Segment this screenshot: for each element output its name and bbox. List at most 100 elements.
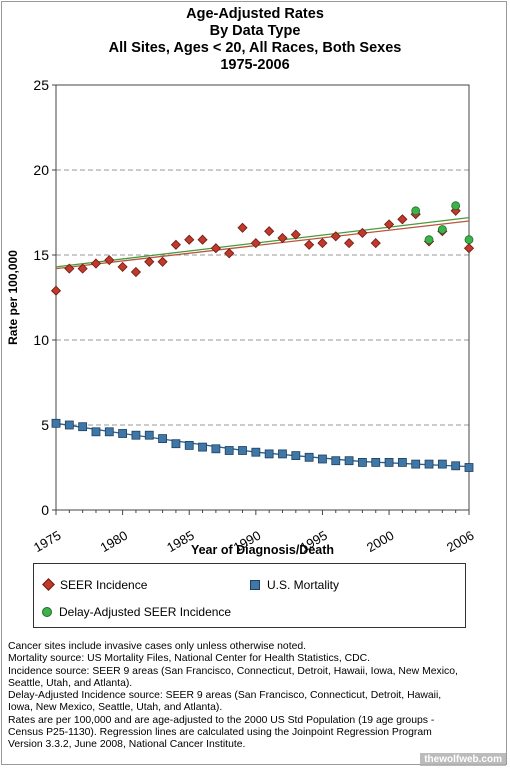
title-line-4: 1975-2006 [220, 57, 290, 73]
note-line: Mortality source: US Mortality Files, Na… [8, 653, 371, 665]
seer-point [170, 239, 181, 250]
mortality-point [144, 430, 154, 440]
note-line: Incidence source: SEER 9 areas (San Fran… [8, 665, 458, 677]
x-tick-label: 1980 [98, 528, 131, 555]
mortality-point [331, 456, 341, 466]
mortality-point [78, 422, 88, 432]
y-tick-label: 20 [33, 162, 49, 178]
mortality-point [238, 446, 247, 455]
y-tick-label: 0 [41, 502, 49, 518]
seer-point [397, 214, 408, 225]
mortality-point [171, 439, 181, 449]
legend-label-delay: Delay-Adjusted SEER Incidence [59, 604, 232, 619]
seer-point [64, 263, 75, 274]
y-axis-label: Rate per 100,000 [6, 250, 20, 345]
mortality-point [304, 452, 314, 462]
legend-label-mortality: U.S. Mortality [267, 577, 340, 592]
mortality-point [397, 457, 407, 467]
seer-point [264, 226, 275, 237]
mortality-point [464, 463, 474, 472]
legend-item-delay-adjusted: Delay-Adjusted SEER Incidence [42, 604, 231, 619]
seer-point [90, 258, 102, 269]
mortality-point [264, 449, 274, 459]
delay-adjusted-point [451, 201, 461, 211]
seer-point [104, 255, 115, 266]
circle-icon [42, 606, 52, 617]
regression-line [55, 220, 470, 270]
mortality-point [318, 454, 327, 464]
y-tick-label: 25 [33, 77, 49, 93]
seer-point [77, 263, 88, 274]
seer-point [224, 248, 235, 259]
diamond-icon [42, 578, 55, 592]
x-tick-label: 1975 [31, 528, 64, 555]
mortality-point [358, 457, 367, 467]
seer-point [304, 239, 315, 250]
mortality-point [437, 459, 447, 469]
note-line: Cancer sites include invasive cases only… [8, 641, 307, 652]
plot-area [56, 85, 469, 510]
note-line: Rates are per 100,000 and are age-adjust… [8, 714, 435, 726]
seer-point [144, 256, 155, 267]
mortality-point [224, 446, 234, 455]
delay-adjusted-point [424, 235, 434, 245]
seer-point [237, 222, 248, 233]
mortality-point [91, 427, 101, 437]
seer-point [330, 231, 341, 242]
title-line-2: By Data Type [209, 23, 301, 39]
mortality-point [64, 420, 74, 430]
y-tick-label: 5 [41, 417, 49, 433]
delay-adjusted-point [464, 235, 474, 245]
mortality-point [344, 456, 354, 466]
legend-label-seer: SEER Incidence [60, 577, 148, 592]
legend-item-seer-incidence: SEER Incidence [42, 577, 147, 592]
title-line-1: Age-Adjusted Rates [186, 6, 324, 22]
seer-point [463, 243, 475, 254]
note-line: Census P25-1130). Regression lines are c… [8, 727, 432, 739]
mortality-point [158, 434, 167, 444]
mortality-point [198, 442, 207, 452]
delay-adjusted-point [437, 225, 447, 234]
mortality-point [251, 447, 261, 457]
mortality-point [51, 418, 61, 428]
mortality-point [118, 429, 128, 438]
seer-point [317, 238, 328, 249]
note-line: Iowa, New Mexico, Seattle, Utah, and Atl… [8, 702, 223, 714]
legend-item-us-mortality: U.S. Mortality [250, 577, 339, 592]
seer-point [383, 219, 395, 230]
note-line: Version 3.3.2, June 2008, National Cance… [8, 739, 246, 751]
mortality-point [451, 461, 461, 471]
y-tick-label: 10 [33, 332, 49, 348]
seer-point [184, 234, 195, 245]
x-tick-label: 2006 [444, 528, 477, 555]
x-tick-label: 2000 [364, 528, 397, 555]
seer-point [210, 243, 221, 254]
mortality-point [278, 449, 287, 459]
plot-border [55, 84, 470, 511]
square-icon [250, 579, 260, 590]
seer-point [370, 238, 381, 249]
x-axis-label: Year of Diagnosis/Death [191, 543, 334, 557]
seer-point [50, 285, 62, 296]
note-line: Seattle, Utah, and Atlanta). [8, 677, 133, 689]
watermark-logo: thewolfweb.com [420, 753, 506, 766]
mortality-point [424, 459, 434, 469]
source-notes: Cancer sites include invasive cases only… [8, 641, 504, 752]
delay-adjusted-point [411, 206, 421, 216]
mortality-point [131, 430, 141, 440]
seer-point [290, 229, 301, 240]
note-line: Delay-Adjusted Incidence source: SEER 9 … [8, 690, 442, 702]
mortality-point [384, 457, 394, 467]
mortality-point [411, 459, 421, 469]
seer-point [344, 238, 355, 249]
mortality-point [291, 451, 301, 461]
regression-line [55, 216, 470, 268]
seer-point [197, 234, 208, 245]
mortality-point [371, 457, 381, 467]
mortality-point [104, 427, 114, 437]
y-tick-label: 15 [33, 247, 49, 263]
mortality-point [184, 440, 194, 450]
seer-point [250, 238, 261, 249]
title-line-3: All Sites, Ages < 20, All Races, Both Se… [108, 40, 402, 56]
